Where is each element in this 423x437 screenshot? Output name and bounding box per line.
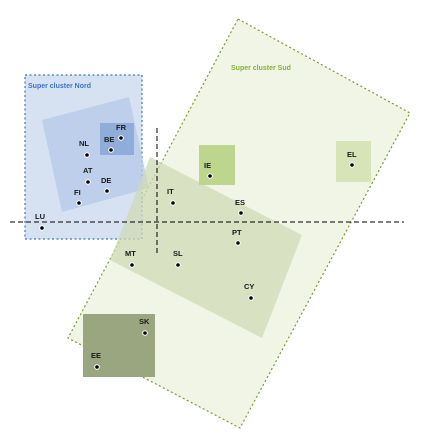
country-es: ES xyxy=(235,198,245,216)
ie-highlight xyxy=(199,145,235,185)
country-label-ee: EE xyxy=(91,351,101,360)
country-el: EL xyxy=(347,150,357,168)
country-label-fi: FI xyxy=(74,188,81,197)
country-label-sl: SL xyxy=(173,249,183,258)
country-label-pt: PT xyxy=(232,228,242,237)
country-point-at xyxy=(85,179,91,185)
country-de: DE xyxy=(101,176,111,194)
country-point-it xyxy=(170,200,176,206)
country-label-sk: SK xyxy=(139,317,150,326)
country-label-be: BE xyxy=(104,135,114,144)
country-point-ie xyxy=(207,173,213,179)
country-point-lu xyxy=(39,225,45,231)
country-fr: FR xyxy=(116,123,127,141)
country-point-es xyxy=(238,210,244,216)
country-point-pt xyxy=(235,240,241,246)
country-mt: MT xyxy=(125,249,136,268)
country-cy: CY xyxy=(244,282,254,301)
country-sl: SL xyxy=(173,249,183,268)
country-label-es: ES xyxy=(235,198,245,207)
country-label-lu: LU xyxy=(35,212,45,221)
country-label-el: EL xyxy=(347,150,357,159)
country-lu: LU xyxy=(35,212,45,231)
country-be: BE xyxy=(104,135,114,153)
country-point-sk xyxy=(142,330,148,336)
super-cluster-sud-title: Super cluster Sud xyxy=(231,65,291,72)
country-point-be xyxy=(108,147,114,153)
country-point-ee xyxy=(94,364,100,370)
country-nl: NL xyxy=(79,139,90,158)
country-label-nl: NL xyxy=(79,139,89,148)
country-point-sl xyxy=(175,262,181,268)
country-point-mt xyxy=(129,262,135,268)
country-label-cy: CY xyxy=(244,282,254,291)
country-point-nl xyxy=(84,152,90,158)
country-ie: IE xyxy=(204,161,213,179)
country-label-de: DE xyxy=(101,176,111,185)
country-label-fr: FR xyxy=(116,123,127,132)
country-at: AT xyxy=(83,166,93,185)
country-ee: EE xyxy=(91,351,101,370)
super-cluster-nord-title: Super cluster Nord xyxy=(28,83,91,90)
country-fi: FI xyxy=(74,188,82,206)
country-label-it: IT xyxy=(167,187,174,196)
country-point-cy xyxy=(248,295,254,301)
sud-core-region xyxy=(110,157,302,338)
country-sk: SK xyxy=(139,317,150,336)
country-label-ie: IE xyxy=(204,161,211,170)
country-point-fr xyxy=(118,135,124,141)
country-pt: PT xyxy=(232,228,242,246)
country-it: IT xyxy=(167,187,176,206)
el-highlight xyxy=(336,141,371,182)
fr-be-highlight xyxy=(100,123,134,155)
country-point-fi xyxy=(76,200,82,206)
country-label-mt: MT xyxy=(125,249,136,258)
country-point-de xyxy=(104,188,110,194)
country-point-el xyxy=(349,162,355,168)
country-label-at: AT xyxy=(83,166,93,175)
